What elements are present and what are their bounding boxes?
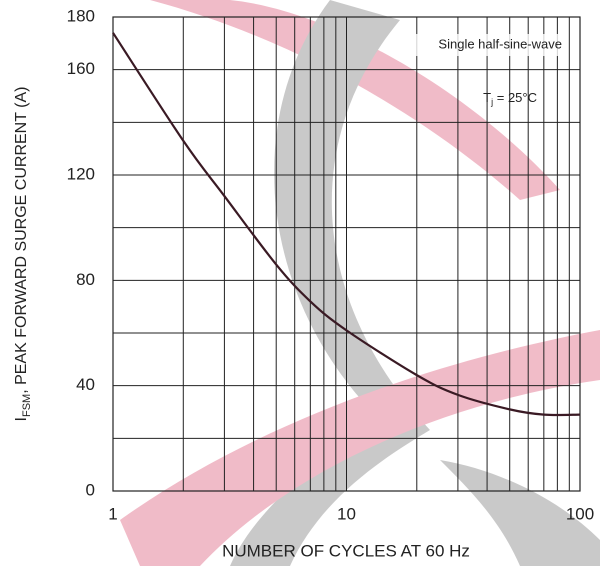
y-title-rest: , PEAK FORWARD SURGE CURRENT (A) xyxy=(13,87,30,394)
y-tick-label: 80 xyxy=(76,270,95,289)
x-axis-title: NUMBER OF CYCLES AT 60 Hz xyxy=(222,541,470,560)
temp-sub: j xyxy=(490,97,493,107)
temp-rest: = 25°C xyxy=(493,90,537,105)
x-tick-label: 1 xyxy=(108,504,117,523)
y-tick-label: 160 xyxy=(67,59,95,78)
y-axis-title: IFSM, PEAK FORWARD SURGE CURRENT (A) xyxy=(13,87,33,422)
annotation-bg xyxy=(405,34,565,56)
x-tick-label: 100 xyxy=(566,504,594,523)
annotation: Single half-sine-wave xyxy=(438,36,562,51)
annotation: Tj = 25°C xyxy=(483,90,537,107)
y-tick-label: 120 xyxy=(67,164,95,183)
curve xyxy=(112,32,581,417)
y-tick-label: 180 xyxy=(67,6,95,25)
temp-base: T xyxy=(483,90,491,105)
x-tick-label: 10 xyxy=(337,504,356,523)
y-tick-label: 0 xyxy=(86,480,95,499)
y-tick-label: 40 xyxy=(76,375,95,394)
y-title-sub: FSM xyxy=(21,394,33,417)
watermark xyxy=(120,0,600,566)
grid xyxy=(112,16,581,492)
plot-frame xyxy=(112,16,581,492)
y-title-base: I xyxy=(13,417,30,421)
